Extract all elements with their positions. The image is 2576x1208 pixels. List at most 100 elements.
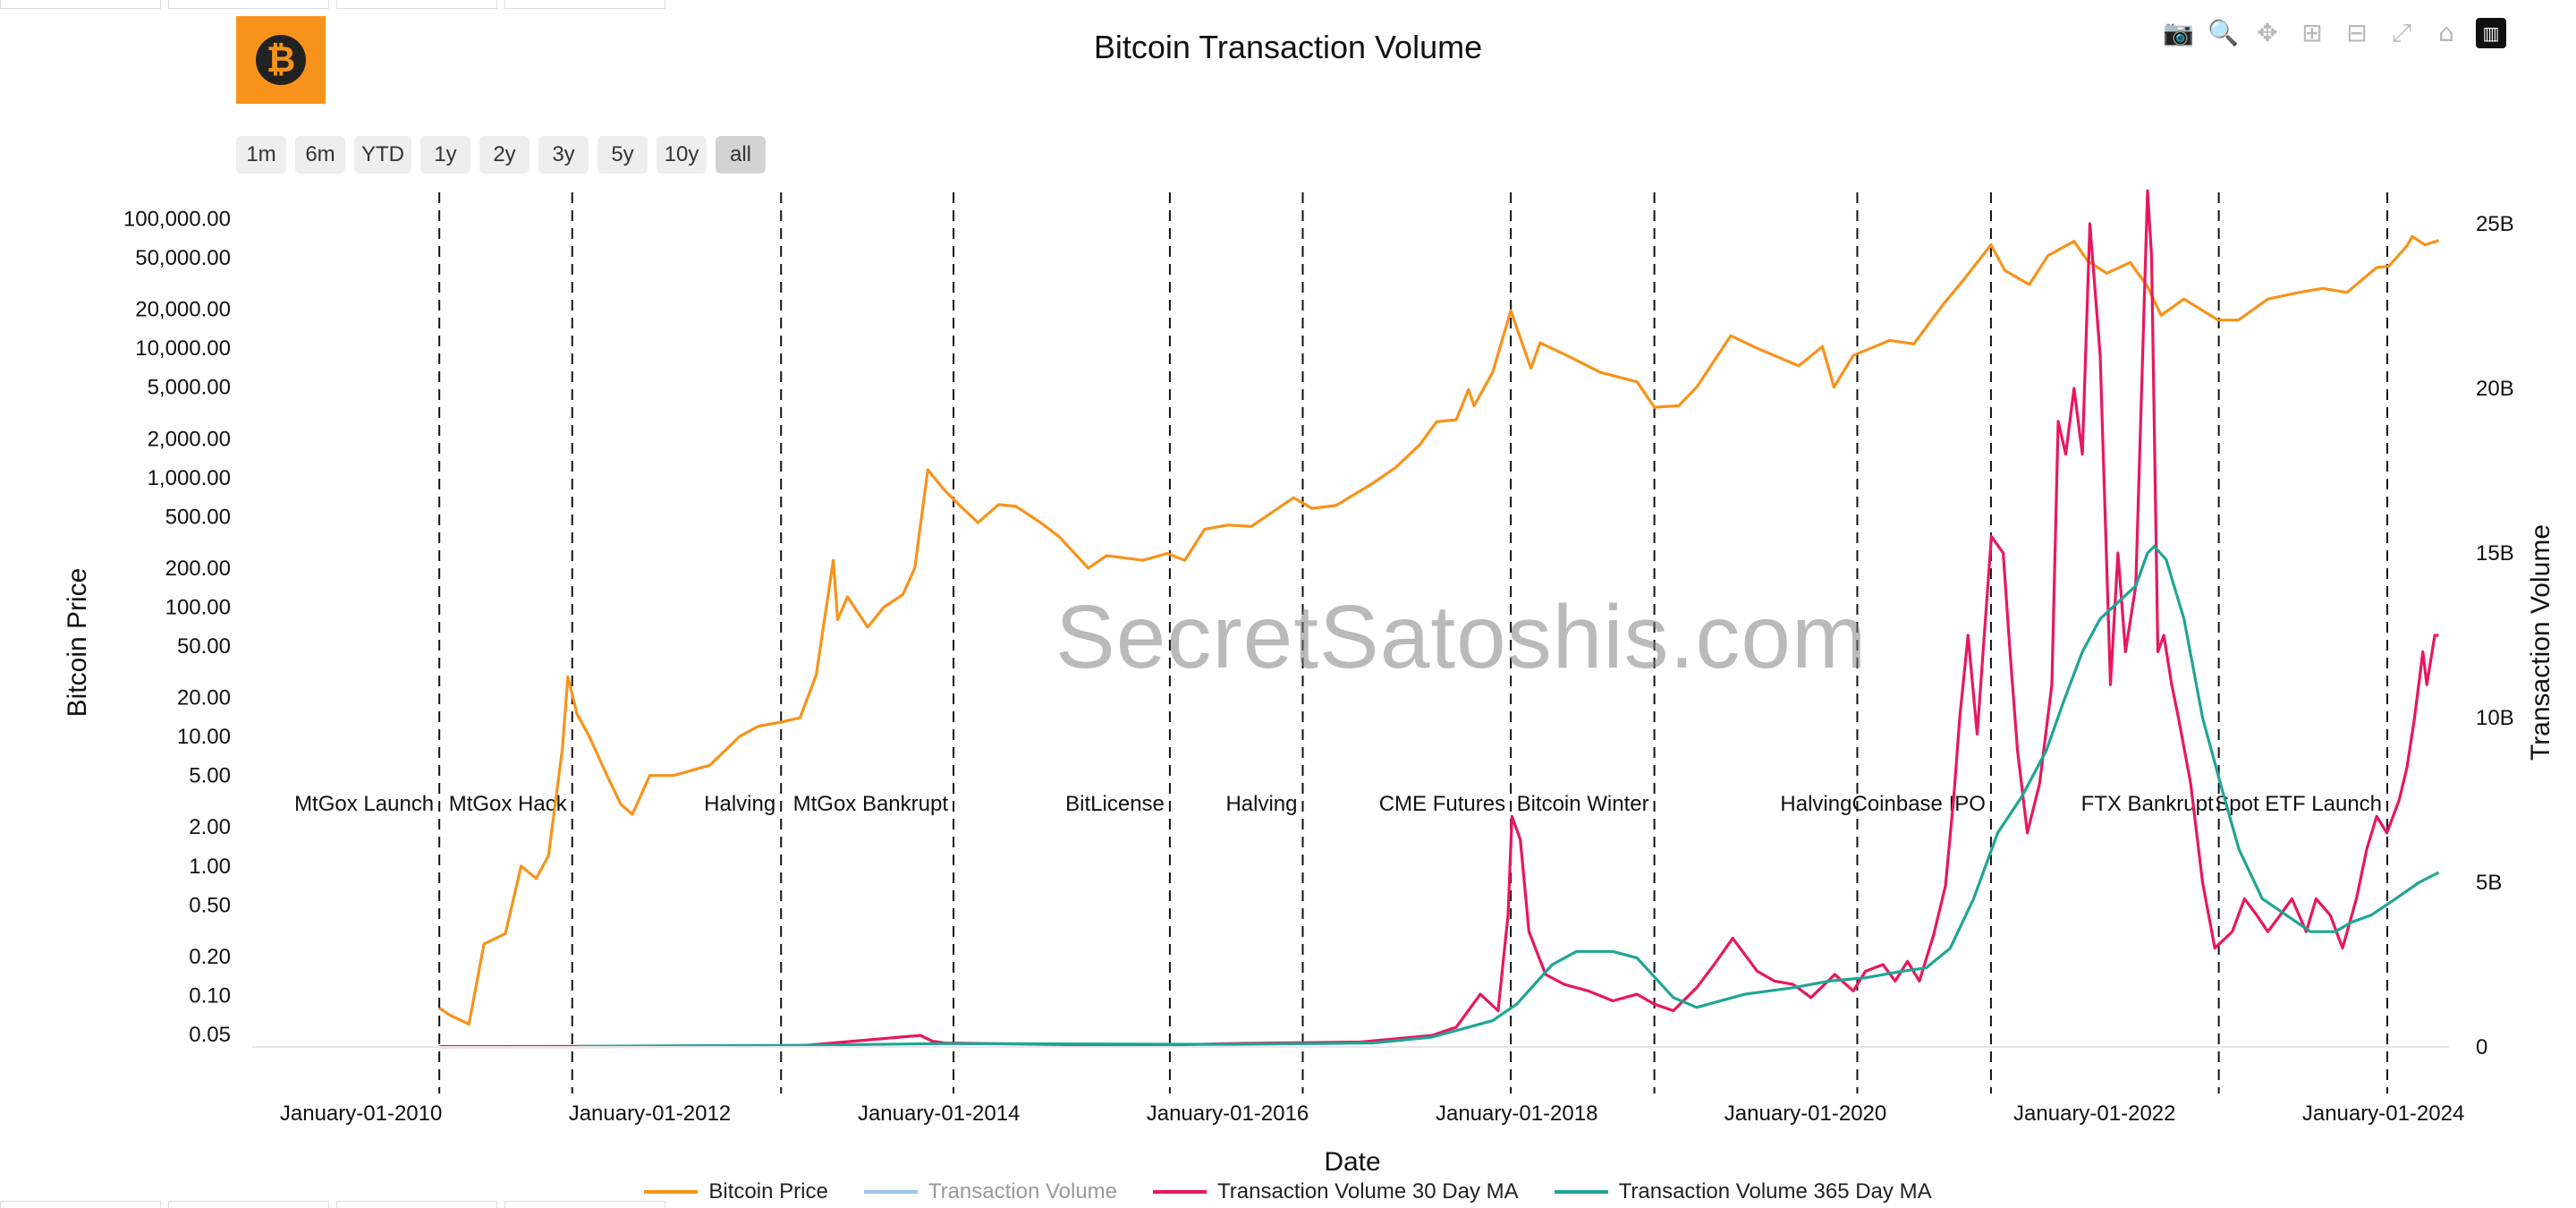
y-tick-label: 50,000.00 [135, 246, 231, 270]
range-button-3y[interactable]: 3y [538, 136, 589, 174]
range-button-6m[interactable]: 6m [295, 136, 345, 174]
legend-label: Transaction Volume 30 Day MA [1217, 1179, 1519, 1204]
x-axis-title: Date [1324, 1147, 1380, 1177]
bitcoin-symbol-icon: ₿ [256, 35, 306, 85]
y-tick-label: 2.00 [189, 815, 231, 839]
top-tab-strip [0, 0, 673, 9]
watermark: SecretSatoshis.com [1055, 587, 1868, 687]
y-tick-label: 20.00 [177, 686, 231, 710]
y-tick-label: 0.10 [189, 983, 231, 1008]
tab-stub[interactable] [0, 0, 161, 9]
bottom-tab-strip [0, 1201, 673, 1208]
plotly-logo-icon[interactable]: ▥ [2476, 18, 2506, 48]
x-tick-label: January-01-2024 [2302, 1102, 2464, 1126]
tab-stub[interactable] [336, 0, 497, 9]
range-selector: 1m 6m YTD 1y 2y 3y 5y 10y all [236, 136, 766, 174]
plot-modebar: 📷 🔍 ✥ ⊞ ⊟ ⤢ ⌂ ▥ [2163, 18, 2506, 48]
range-button-ytd[interactable]: YTD [354, 136, 411, 174]
y2-tick-label: 0 [2476, 1035, 2487, 1059]
tab-stub[interactable] [504, 0, 665, 9]
range-button-5y[interactable]: 5y [597, 136, 648, 174]
range-button-1y[interactable]: 1y [420, 136, 470, 174]
legend-item-volume[interactable]: Transaction Volume [863, 1179, 1118, 1204]
y2-tick-label: 15B [2476, 541, 2514, 566]
x-tick-label: January-01-2010 [280, 1102, 442, 1126]
legend-label: Bitcoin Price [708, 1179, 828, 1204]
legend-swatch [1554, 1190, 1608, 1194]
annotation-label: Bitcoin Winter [1517, 792, 1649, 816]
y-tick-label: 1,000.00 [148, 466, 231, 490]
tab-stub[interactable] [168, 1201, 329, 1208]
axis-layer: 0.05 0.10 0.20 0.50 1.00 2.00 5.00 10.00 20.00 50… [63, 208, 2555, 1177]
range-button-all[interactable]: all [716, 136, 766, 174]
y2-tick-label: 25B [2476, 212, 2514, 236]
x-tick-label: January-01-2014 [858, 1102, 1020, 1126]
y-tick-label: 10.00 [177, 725, 231, 749]
legend-item-ma365[interactable]: Transaction Volume 365 Day MA [1554, 1179, 1932, 1204]
y-tick-label: 100,000.00 [123, 208, 231, 232]
annotation-label: Halving [1225, 792, 1297, 816]
legend-label: Transaction Volume 365 Day MA [1618, 1179, 1932, 1204]
range-button-1m[interactable]: 1m [236, 136, 286, 174]
autoscale-icon[interactable]: ⤢ [2391, 18, 2412, 47]
series-line-3 [576, 544, 2440, 1048]
camera-icon[interactable]: 📷 [2163, 18, 2194, 47]
tab-stub[interactable] [336, 1201, 497, 1208]
y-tick-label: 10,000.00 [135, 336, 231, 361]
annotation-layer: MtGox Launch MtGox Hack Halving MtGox Bankr… [294, 192, 2389, 1093]
y-tick-label: 1.00 [189, 855, 231, 879]
bitcoin-logo[interactable]: ₿ [236, 16, 326, 104]
zoom-out-icon[interactable]: ⊟ [2346, 18, 2368, 47]
x-tick-label: January-01-2012 [569, 1102, 731, 1126]
legend-swatch [644, 1190, 699, 1194]
annotation-label: Halving [704, 792, 775, 816]
y2-tick-label: 20B [2476, 377, 2514, 401]
series-line-2 [439, 189, 2439, 1049]
y-axis-title: Bitcoin Price [63, 568, 92, 718]
y2-tick-label: 10B [2476, 706, 2514, 730]
y-tick-label: 500.00 [165, 505, 231, 529]
legend-swatch [863, 1190, 918, 1194]
pan-icon[interactable]: ✥ [2257, 18, 2278, 47]
annotation-label: MtGox Launch [294, 792, 434, 816]
tab-stub[interactable] [168, 0, 329, 9]
range-button-10y[interactable]: 10y [657, 136, 707, 174]
y-tick-label: 200.00 [165, 557, 231, 581]
y2-tick-label: 5B [2476, 871, 2502, 895]
y-tick-label: 20,000.00 [135, 298, 231, 322]
legend-swatch [1153, 1190, 1208, 1194]
annotation-label: MtGox Hack [449, 792, 568, 816]
zoom-icon[interactable]: 🔍 [2207, 18, 2239, 47]
legend-item-ma30[interactable]: Transaction Volume 30 Day MA [1153, 1179, 1519, 1204]
zoom-in-icon[interactable]: ⊞ [2301, 18, 2323, 47]
legend-label: Transaction Volume [928, 1179, 1118, 1204]
y-tick-label: 50.00 [177, 634, 231, 659]
x-tick-label: January-01-2016 [1147, 1102, 1309, 1126]
series-line-0 [438, 234, 2439, 1026]
x-tick-label: January-01-2018 [1436, 1102, 1597, 1126]
y-tick-label: 100.00 [165, 595, 231, 619]
tab-stub[interactable] [504, 1201, 665, 1208]
tab-stub[interactable] [0, 1201, 161, 1208]
y-tick-label: 2,000.00 [148, 427, 231, 451]
series-layer [438, 189, 2440, 1049]
legend: Bitcoin Price Transaction Volume Transac… [0, 1179, 2576, 1204]
range-button-2y[interactable]: 2y [479, 136, 530, 174]
x-tick-label: January-01-2020 [1724, 1102, 1886, 1126]
y-tick-label: 0.05 [189, 1023, 231, 1047]
y-tick-label: 5,000.00 [148, 376, 231, 400]
annotation-label: Coinbase IPO [1852, 792, 1986, 816]
annotation-label: Spot ETF Launch [2215, 792, 2382, 816]
y-tick-label: 0.50 [189, 893, 231, 917]
home-icon[interactable]: ⌂ [2438, 18, 2454, 47]
annotation-label: MtGox Bankrupt [793, 792, 949, 816]
annotation-label: Halving [1780, 792, 1852, 816]
x-tick-label: January-01-2022 [2013, 1102, 2175, 1126]
annotation-label: BitLicense [1065, 792, 1165, 816]
chart-title: Bitcoin Transaction Volume [1093, 29, 1483, 65]
legend-item-price[interactable]: Bitcoin Price [644, 1179, 828, 1204]
annotation-label: CME Futures [1379, 792, 1505, 816]
y-tick-label: 5.00 [189, 764, 231, 788]
y2-axis-title: Transaction Volume [2526, 524, 2555, 761]
